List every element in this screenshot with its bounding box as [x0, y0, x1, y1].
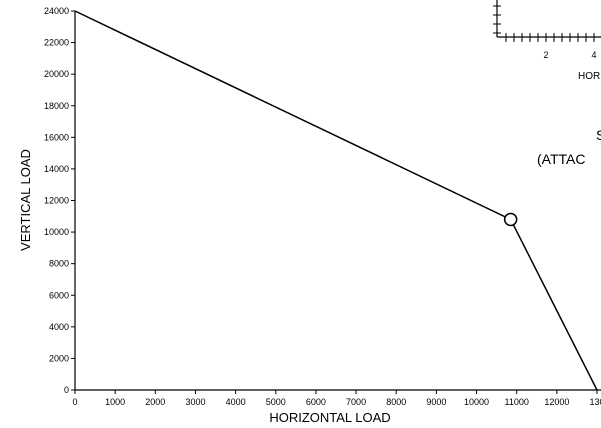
y-tick-label-6000: 6000 — [49, 290, 69, 300]
series-line-0 — [74, 10, 598, 391]
x-tick-label-2000: 2000 — [145, 397, 165, 407]
y-tick-label-0: 0 — [64, 385, 69, 395]
x-tick-label-7000: 7000 — [346, 397, 366, 407]
y-tick-label-22000: 22000 — [44, 38, 69, 48]
y-tick-label-2000: 2000 — [49, 353, 69, 363]
x-tick-label-5000: 5000 — [266, 397, 286, 407]
inset-tick-label-2: 2 — [543, 50, 548, 60]
x-tick-label-11000: 11000 — [505, 397, 529, 407]
y-tick-label-8000: 8000 — [49, 259, 69, 269]
y-tick-label-16000: 16000 — [44, 132, 69, 142]
y-tick-label-18000: 18000 — [44, 101, 69, 111]
y-tick-label-24000: 24000 — [44, 6, 69, 16]
inset-x-axis-title: HOR — [578, 71, 600, 82]
y-tick-label-14000: 14000 — [44, 164, 69, 174]
inset-caption-line2: (ATTAC — [537, 151, 585, 167]
knee-point-marker-0 — [503, 212, 518, 227]
x-tick-label-13000: 130 — [589, 397, 601, 407]
y-tick-label-4000: 4000 — [49, 322, 69, 332]
y-tick-label-20000: 20000 — [44, 69, 69, 79]
y-tick-label-12000: 12000 — [44, 196, 69, 206]
inset-chart: 2 4 HOR — [493, 0, 601, 82]
x-tick-label-1000: 1000 — [105, 397, 125, 407]
x-tick-label-12000: 12000 — [544, 397, 569, 407]
x-tick-label-9000: 9000 — [426, 397, 446, 407]
x-tick-label-0: 0 — [72, 397, 77, 407]
x-tick-label-8000: 8000 — [386, 397, 406, 407]
y-axis-title: VERTICAL LOAD — [18, 149, 33, 251]
x-tick-label-6000: 6000 — [306, 397, 326, 407]
x-tick-label-3000: 3000 — [185, 397, 205, 407]
x-tick-label-10000: 10000 — [464, 397, 489, 407]
y-tick-label-10000: 10000 — [44, 227, 69, 237]
x-tick-label-4000: 4000 — [226, 397, 246, 407]
inset-tick-label-4: 4 — [591, 50, 596, 60]
x-axis-title: HORIZONTAL LOAD — [269, 410, 390, 425]
inset-caption-line1: S — [596, 127, 601, 143]
